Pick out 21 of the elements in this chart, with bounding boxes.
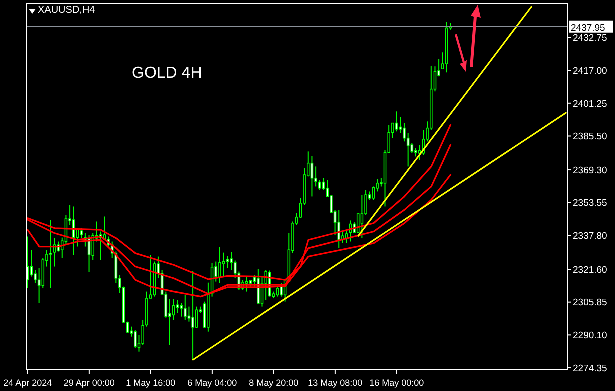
y-tick-label: 2290.10 xyxy=(573,330,608,342)
y-tick-label: 2274.35 xyxy=(573,363,608,374)
y-tick-label: 2417.00 xyxy=(573,66,608,77)
annotation: GOLD 4H xyxy=(132,64,202,84)
x-tick-label: 29 Apr 00:00 xyxy=(64,378,115,388)
y-tick-label: 2369.30 xyxy=(573,165,608,176)
x-tick-label: 24 Apr 2024 xyxy=(4,378,52,388)
y-tick-label: 2353.55 xyxy=(573,198,608,210)
y-tick-label: 2385.50 xyxy=(573,132,608,143)
y-tick-label: 2305.85 xyxy=(573,298,608,309)
x-tick-label: 6 May 04:00 xyxy=(188,378,238,388)
x-tick-label: 1 May 16:00 xyxy=(126,378,176,388)
x-tick-label: 13 May 08:00 xyxy=(308,378,363,388)
y-tick-label: 2321.60 xyxy=(573,264,608,276)
y-tick-label: 2337.80 xyxy=(573,231,608,242)
ref-line-label: 2437.95 xyxy=(571,22,606,34)
x-tick-label: 16 May 00:00 xyxy=(370,378,424,388)
y-tick-label: 2432.75 xyxy=(573,33,608,44)
y-tick-label: 2401.25 xyxy=(573,98,608,110)
chart-title: XAUUSD,H4 xyxy=(38,5,96,17)
x-tick-label: 8 May 20:00 xyxy=(249,378,299,388)
